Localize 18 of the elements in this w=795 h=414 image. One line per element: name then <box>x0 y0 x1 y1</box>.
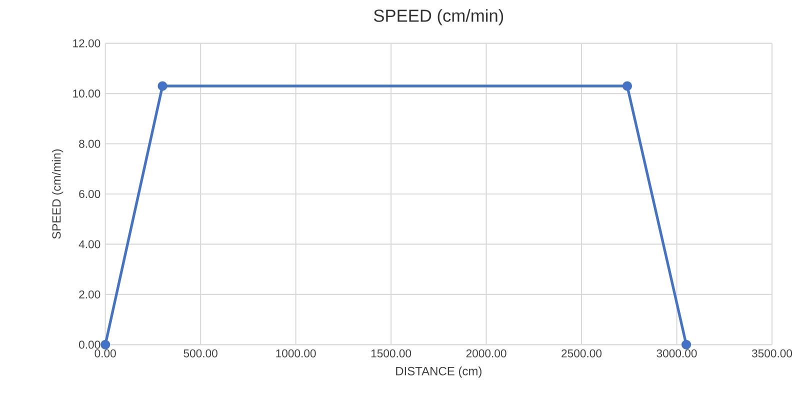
x-tick-label: 2000.00 <box>466 349 506 358</box>
y-tick-label: 0.00 <box>79 340 100 349</box>
y-tick-label: 10.00 <box>73 90 100 98</box>
chart-title: SPEED (cm/min) <box>374 9 504 26</box>
y-tick-label: 12.00 <box>73 39 100 48</box>
x-tick-label: 3000.00 <box>656 349 697 358</box>
x-tick-label: 2500.00 <box>562 349 602 358</box>
y-tick-label: 8.00 <box>79 140 100 148</box>
y-tick-label: 4.00 <box>78 240 100 248</box>
y-tick-label: 2.00 <box>79 290 100 298</box>
x-tick-label: 500.00 <box>184 349 218 358</box>
y-tick-label: 6.00 <box>79 190 100 198</box>
x-tick-label: 0.00 <box>94 349 116 358</box>
y-axis-title: SPEED (cm/min) <box>52 149 64 239</box>
x-tick-label: 1000.00 <box>276 349 316 358</box>
x-tick-label: 1500.00 <box>371 349 412 358</box>
x-tick-label: 3500.00 <box>752 349 792 358</box>
x-axis-title: DISTANCE (cm) <box>396 366 482 378</box>
